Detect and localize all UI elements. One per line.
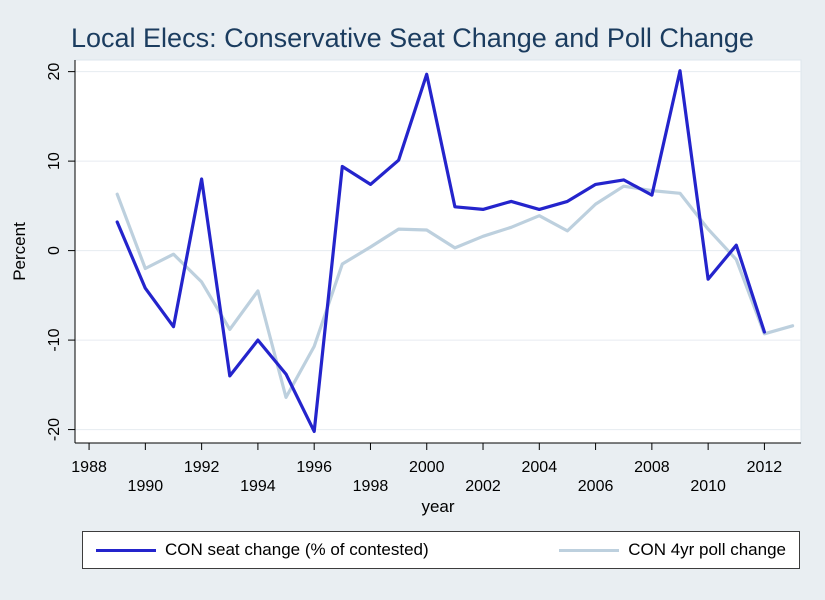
y-tick-label: -10: [46, 328, 63, 351]
x-tick-label: 2006: [578, 478, 614, 495]
legend-entry-seat-change: CON seat change (% of contested): [96, 540, 429, 560]
legend-entry-poll-change: CON 4yr poll change: [559, 540, 786, 560]
x-tick-label: 1990: [128, 478, 164, 495]
x-tick-label: 2008: [634, 459, 670, 476]
poll-change-line: [115, 184, 795, 399]
poll-change-line-swatch: [559, 548, 620, 552]
y-tick-label: 0: [46, 246, 63, 255]
x-tick-label: 1988: [71, 459, 107, 476]
legend-label-poll-change: CON 4yr poll change: [628, 540, 786, 559]
x-tick-label: 2004: [522, 459, 558, 476]
x-tick-label: 2000: [409, 459, 445, 476]
y-tick-label: 10: [46, 152, 63, 170]
x-axis-title: year: [421, 497, 454, 516]
seat-change-line-swatch: [96, 548, 156, 552]
x-tick-label: 2012: [747, 459, 783, 476]
x-tick-label: 2002: [465, 478, 501, 495]
legend-label-seat-change: CON seat change (% of contested): [165, 540, 429, 559]
plot-background: [74, 59, 802, 444]
y-tick-label: 20: [46, 63, 63, 81]
x-tick-label: 1994: [240, 478, 276, 495]
chart-title: Local Elecs: Conservative Seat Change an…: [71, 23, 754, 53]
y-axis-title: Percent: [10, 222, 29, 281]
seat-change-line: [115, 69, 767, 433]
x-tick-label: 2010: [690, 478, 726, 495]
y-tick-label: -20: [46, 418, 63, 441]
legend: CON seat change (% of contested) CON 4yr…: [82, 531, 800, 569]
x-tick-label: 1996: [296, 459, 332, 476]
x-tick-label: 1998: [353, 478, 389, 495]
x-tick-label: 1992: [184, 459, 220, 476]
